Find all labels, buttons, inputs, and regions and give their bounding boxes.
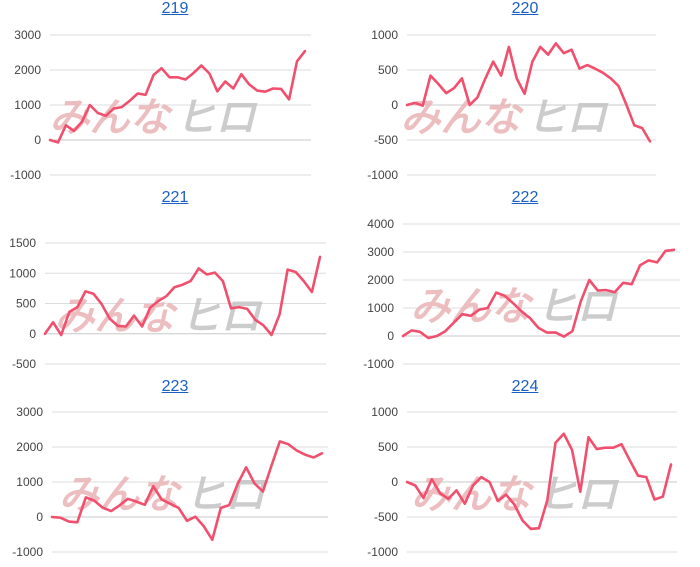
- chart-panel: 221 -500 0 500 1000 1500 みんな ヒロ: [0, 189, 350, 378]
- watermark-left: みんな: [411, 284, 535, 330]
- chart-panel: 220 -1000 -500 0 500 1000 みんな ヒロ: [350, 0, 700, 189]
- watermark-right: ヒロ: [185, 472, 268, 518]
- y-tick-label: -1000: [10, 168, 41, 182]
- chart-title-link[interactable]: 224: [511, 378, 539, 395]
- watermark-left: みんな: [401, 95, 525, 141]
- chart-title-link[interactable]: 223: [161, 378, 189, 395]
- y-tick-label: 0: [36, 510, 43, 524]
- y-tick-label: 1000: [371, 28, 398, 42]
- chart-title-link[interactable]: 222: [511, 189, 539, 206]
- y-tick-label: 500: [378, 440, 398, 454]
- chart-panel: 219 -1000 0 1000 2000 3000 みんな ヒロ: [0, 0, 350, 189]
- y-tick-label: -500: [12, 357, 36, 371]
- y-tick-label: 3000: [16, 405, 43, 419]
- chart-svg: -1000 -500 0 500 1000 みんな ヒロ: [367, 28, 656, 182]
- chart-title-link[interactable]: 221: [161, 189, 189, 206]
- y-tick-label: 2000: [14, 63, 41, 77]
- chart-title-link[interactable]: 219: [161, 0, 189, 17]
- y-tick-label: -1000: [367, 545, 398, 559]
- chart-svg: -1000 0 1000 2000 3000 みんな ヒロ: [10, 28, 311, 182]
- y-tick-label: 500: [16, 297, 36, 311]
- series-line: [50, 440, 324, 542]
- y-tick-label: 0: [391, 98, 398, 112]
- y-tick-label: 0: [29, 327, 36, 341]
- watermark-left: みんな: [50, 95, 174, 141]
- y-tick-label: 3000: [14, 28, 41, 42]
- chart-panel: 223 -1000 0 1000 2000 3000 みんな ヒロ: [0, 378, 350, 567]
- y-tick-label: 1500: [9, 236, 36, 250]
- series-line: [405, 42, 652, 143]
- series-line: [405, 432, 673, 531]
- y-tick-label: -500: [374, 510, 398, 524]
- y-tick-label: 1000: [16, 475, 43, 489]
- watermark-right: ヒロ: [527, 95, 610, 141]
- y-tick-label: 4000: [367, 217, 394, 231]
- chart-svg: -1000 0 1000 2000 3000 みんな ヒロ: [12, 405, 328, 559]
- y-tick-label: -1000: [367, 168, 398, 182]
- y-tick-label: 0: [387, 329, 394, 343]
- y-tick-label: -1000: [363, 357, 394, 371]
- watermark-right: ヒロ: [181, 294, 264, 340]
- y-tick-label: -1000: [12, 545, 43, 559]
- y-tick-label: 500: [378, 63, 398, 77]
- y-tick-label: 0: [391, 475, 398, 489]
- y-tick-label: 1000: [367, 301, 394, 315]
- chart-panel: 222 -1000 0 1000 2000 3000 4000 みんな ヒロ: [350, 189, 700, 378]
- chart-title-link[interactable]: 220: [511, 0, 539, 17]
- y-tick-label: 2000: [367, 273, 394, 287]
- chart-panel: 224 -1000 -500 0 500 1000 みんな ヒロ: [350, 378, 700, 567]
- series-line: [48, 49, 307, 144]
- y-tick-label: 2000: [16, 440, 43, 454]
- watermark-left: みんな: [59, 472, 183, 518]
- y-tick-label: 3000: [367, 245, 394, 259]
- y-tick-label: 1000: [9, 266, 36, 280]
- series-line: [43, 255, 322, 337]
- y-tick-label: 1000: [14, 98, 41, 112]
- y-tick-label: 0: [34, 133, 41, 147]
- y-tick-label: 1000: [371, 405, 398, 419]
- series-line: [401, 248, 676, 340]
- watermark-right: ヒロ: [176, 95, 259, 141]
- y-tick-label: -500: [374, 133, 398, 147]
